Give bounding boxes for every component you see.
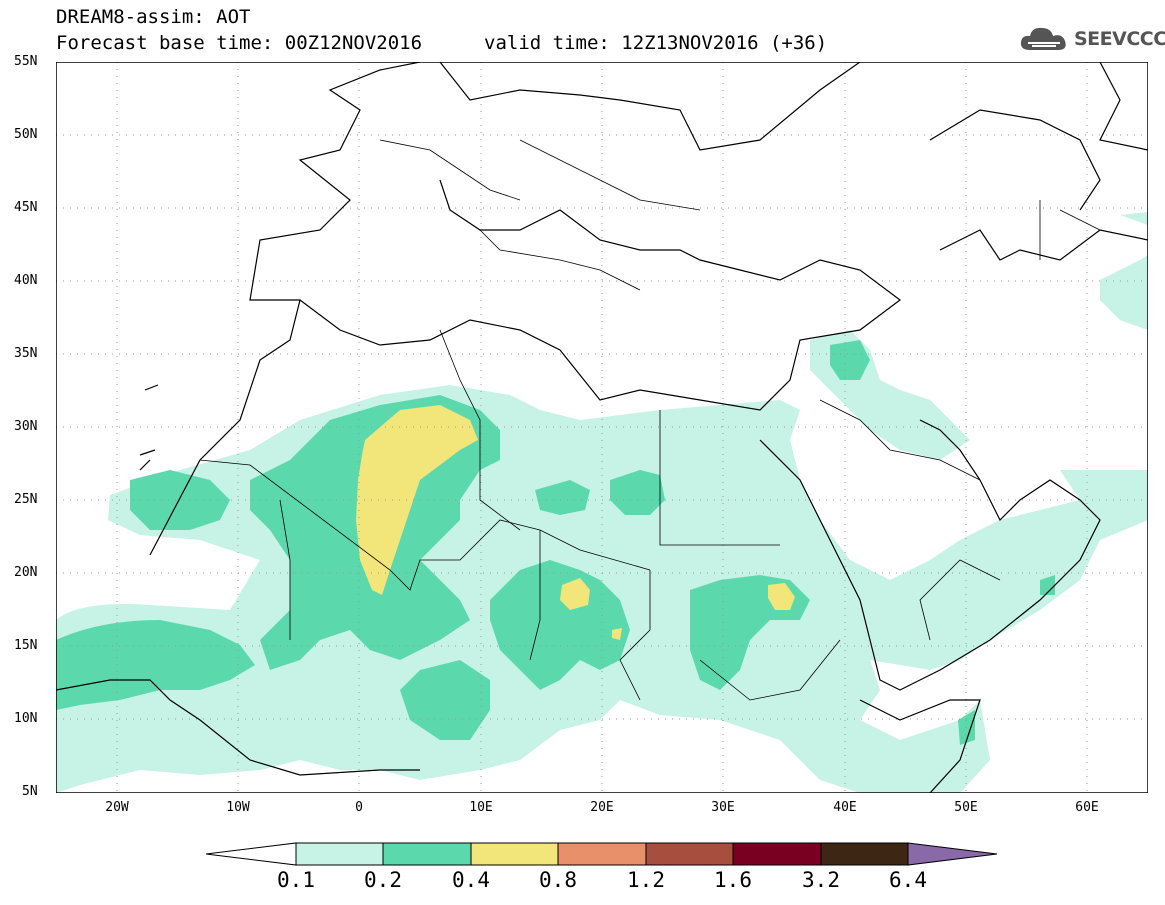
- colorbar-label: 1.6: [714, 868, 752, 892]
- cloud-icon: [1020, 27, 1066, 50]
- colorbar-segment: [382, 842, 472, 866]
- colorbar-segment: [470, 842, 559, 866]
- aot-colorbar: [206, 842, 998, 866]
- lat-label: 25N: [14, 492, 38, 507]
- colorbar-segment: [295, 842, 384, 866]
- colorbar-label: 1.2: [627, 868, 665, 892]
- colorbar-high-arrow: [907, 842, 998, 866]
- colorbar-label: 0.8: [539, 868, 577, 892]
- seevccc-logo: SEEVCCC: [1018, 24, 1165, 54]
- lat-label: 45N: [14, 200, 38, 215]
- lon-label: 20E: [590, 800, 614, 815]
- lat-label: 35N: [14, 346, 38, 361]
- lon-label: 10E: [469, 800, 493, 815]
- colorbar-segment: [645, 842, 734, 866]
- map-title: DREAM8-assim: AOT: [56, 6, 251, 28]
- colorbar-label: 0.1: [277, 868, 315, 892]
- lat-label: 30N: [14, 419, 38, 434]
- forecast-base-time: Forecast base time: 00Z12NOV2016: [56, 32, 423, 54]
- lon-label: 60E: [1075, 800, 1099, 815]
- lon-label: 30E: [711, 800, 735, 815]
- graticule: [56, 62, 1148, 793]
- lat-label: 10N: [14, 711, 38, 726]
- lon-label: 50E: [954, 800, 978, 815]
- lat-label: 55N: [14, 54, 38, 69]
- lon-label: 0: [355, 800, 363, 815]
- aot-level-0.4: [356, 405, 795, 640]
- lon-label: 10W: [226, 800, 250, 815]
- colorbar-label: 0.2: [364, 868, 402, 892]
- colorbar-segment: [820, 842, 909, 866]
- lat-label: 40N: [14, 273, 38, 288]
- country-borders: [199, 139, 1101, 701]
- lat-label: 15N: [14, 638, 38, 653]
- colorbar-segment: [732, 842, 822, 866]
- lat-label: 20N: [14, 565, 38, 580]
- lat-label: 50N: [14, 127, 38, 142]
- lon-label: 40E: [833, 800, 857, 815]
- logo-text: SEEVCCC: [1074, 28, 1165, 50]
- colorbar-label: 6.4: [889, 868, 927, 892]
- valid-time: valid time: 12Z13NOV2016 (+36): [484, 32, 828, 54]
- colorbar-label: 0.4: [452, 868, 490, 892]
- aot-map: [56, 62, 1148, 793]
- lon-label: 20W: [105, 800, 129, 815]
- colorbar-label: 3.2: [802, 868, 840, 892]
- lat-label: 5N: [22, 784, 38, 799]
- colorbar-segment: [557, 842, 647, 866]
- colorbar-low-arrow: [206, 842, 297, 866]
